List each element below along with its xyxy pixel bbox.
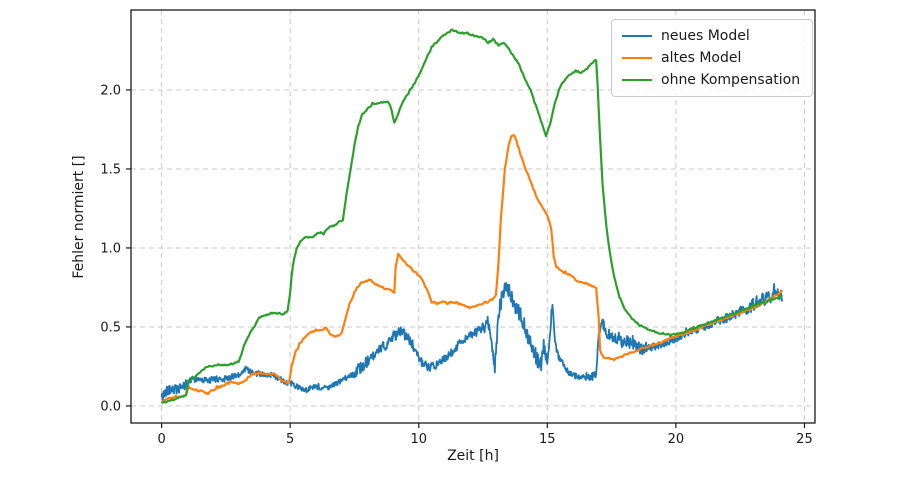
y-tick-label: 0.5 xyxy=(100,320,121,335)
legend: neues Model altes Model ohne Kompensation xyxy=(611,19,814,97)
y-tick-label: 2.0 xyxy=(100,83,121,98)
x-tick-label: 15 xyxy=(539,432,556,447)
y-axis-label: Fehler normiert [] xyxy=(71,155,87,279)
x-tick-label: 10 xyxy=(410,432,427,447)
legend-label: ohne Kompensation xyxy=(661,72,801,88)
series-line-altes-model xyxy=(160,133,784,404)
x-axis-label: Zeit [h] xyxy=(447,448,499,464)
plot-border xyxy=(130,9,816,424)
legend-item-altes-model: altes Model xyxy=(622,49,800,67)
x-tick-label: 25 xyxy=(796,432,813,447)
x-tick-label: 0 xyxy=(157,432,165,447)
legend-item-neues-model: neues Model xyxy=(622,27,800,45)
legend-label: altes Model xyxy=(661,50,742,66)
legend-line-sample xyxy=(622,79,652,81)
legend-item-ohne-kompensation: ohne Kompensation xyxy=(622,71,800,89)
x-tick-label: 20 xyxy=(668,432,685,447)
y-tick-label: 1.0 xyxy=(100,241,121,256)
y-tick-label: 1.5 xyxy=(100,162,121,177)
y-tick-label: 0.0 xyxy=(100,399,121,414)
legend-line-sample xyxy=(622,35,652,37)
series-line-neues-model xyxy=(160,282,784,401)
legend-line-sample xyxy=(622,57,652,59)
legend-label: neues Model xyxy=(661,28,750,44)
series-line-ohne-kompensation xyxy=(161,28,783,405)
x-tick-label: 5 xyxy=(286,432,294,447)
